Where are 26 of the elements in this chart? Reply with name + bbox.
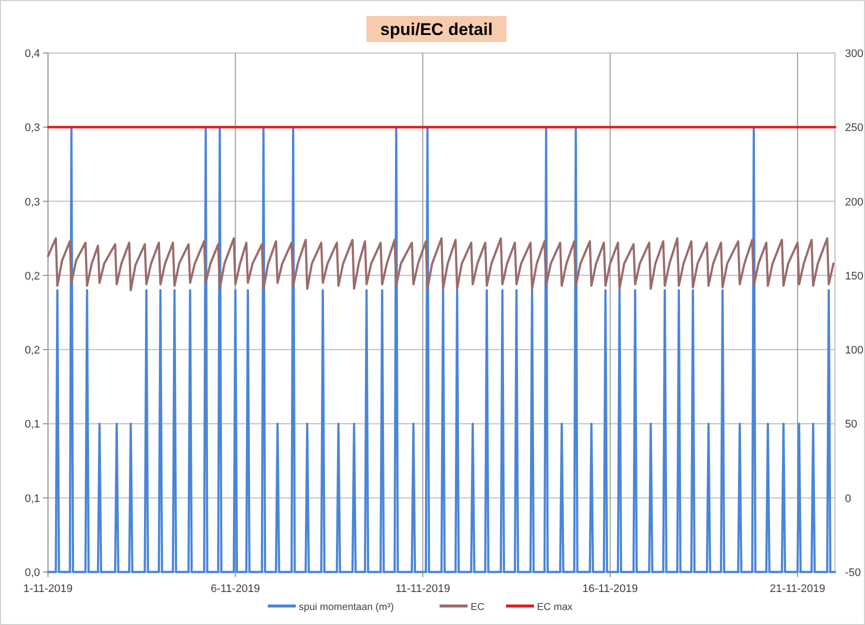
y2-tick-label: 0	[845, 492, 852, 505]
chart-title: spui/EC detail	[380, 20, 493, 39]
y-tick-label: 0,3	[24, 196, 40, 208]
x-tick-label: 11-11-2019	[395, 583, 450, 595]
y2-tick-label: 250	[845, 122, 864, 134]
x-tick-label: 16-11-2019	[582, 583, 638, 595]
y2-tick-label: 100	[845, 344, 864, 357]
y-tick-label: 0,1	[24, 492, 40, 505]
y2-tick-label: 50	[845, 418, 858, 431]
y2-tick-label: 200	[845, 196, 864, 208]
y-tick-label: 0,2	[24, 344, 40, 357]
legend-label: spui momentaan (m³)	[298, 602, 394, 613]
legend-label: EC	[470, 602, 485, 613]
y-tick-label: 0,4	[24, 48, 40, 60]
y2-tick-label: -50	[845, 567, 861, 579]
y2-tick-label: 300	[845, 48, 864, 60]
y2-tick-label: 150	[845, 270, 864, 282]
y-tick-label: 0,3	[24, 122, 40, 134]
y-tick-label: 0,1	[24, 418, 40, 431]
line-series	[46, 237, 835, 292]
x-tick-label: 1-11-2019	[23, 583, 73, 595]
y-tick-label: 0,0	[24, 567, 40, 579]
y-tick-label: 0,2	[24, 270, 40, 282]
x-tick-label: 21-11-2019	[770, 583, 826, 595]
x-tick-label: 6-11-2019	[210, 583, 260, 595]
legend-label: EC max	[537, 602, 573, 613]
